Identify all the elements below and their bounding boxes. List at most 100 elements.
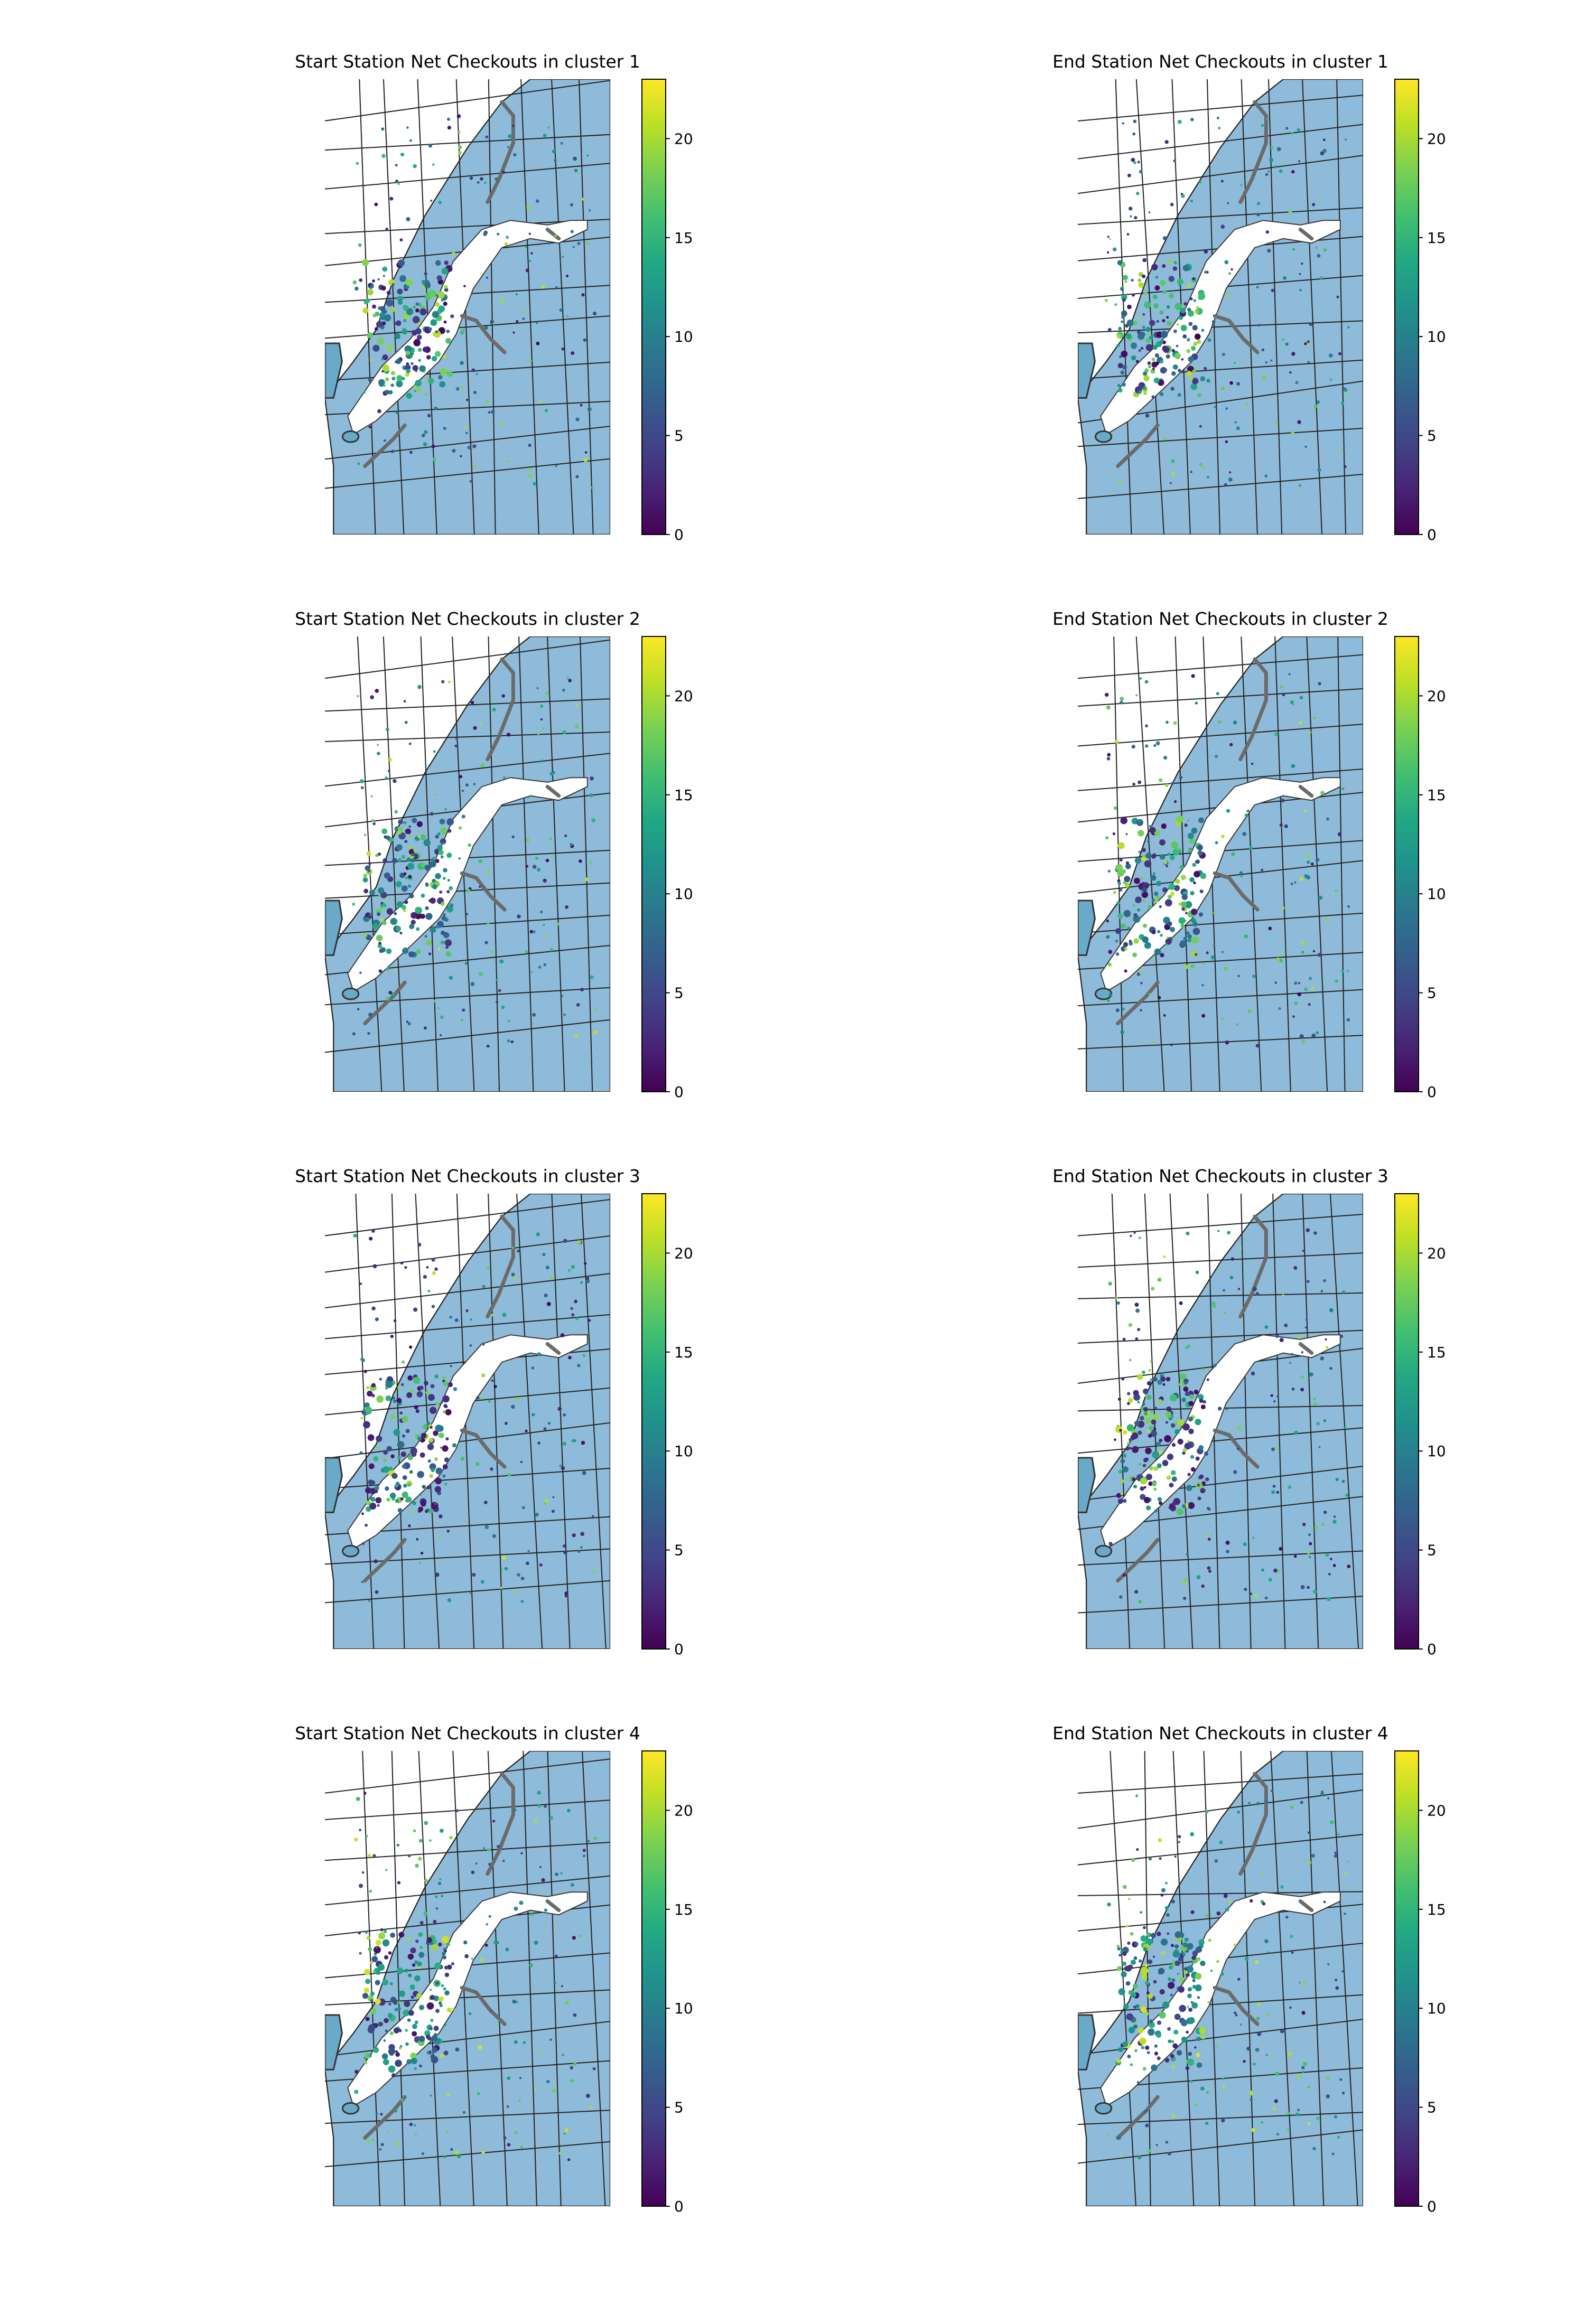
station-point — [502, 171, 505, 174]
station-point — [501, 1568, 504, 1571]
station-point — [1138, 278, 1142, 282]
station-point — [523, 160, 526, 163]
station-point — [1179, 2004, 1186, 2012]
station-point — [1166, 865, 1168, 868]
station-point — [435, 873, 441, 879]
station-point — [1170, 891, 1175, 896]
station-point — [1146, 1505, 1151, 1511]
station-point — [438, 1881, 442, 1885]
station-point — [1191, 918, 1196, 923]
station-point — [439, 381, 446, 388]
colorbar-tick-label: 5 — [674, 1542, 684, 1559]
station-point — [1222, 1017, 1225, 1020]
station-point — [516, 320, 519, 323]
station-point — [1311, 1033, 1316, 1038]
station-point — [1234, 421, 1237, 424]
station-point — [469, 1592, 472, 1595]
station-point — [1221, 2119, 1225, 2123]
station-point — [1139, 331, 1145, 338]
island — [1094, 430, 1113, 443]
station-point — [1335, 1986, 1339, 1990]
station-point — [384, 314, 391, 322]
station-point — [1116, 1301, 1120, 1305]
station-point — [1264, 1800, 1269, 1804]
station-point — [443, 427, 446, 430]
station-point — [1199, 181, 1202, 184]
station-point — [528, 259, 532, 263]
station-point — [1224, 260, 1229, 265]
boundary-line — [579, 79, 594, 535]
station-point — [1291, 352, 1295, 356]
station-point — [535, 856, 539, 860]
station-point — [377, 1971, 380, 1975]
station-point — [540, 760, 544, 763]
station-point — [413, 1829, 416, 1833]
station-point — [1153, 1487, 1157, 1491]
station-point — [534, 1941, 538, 1945]
station-point — [1244, 813, 1248, 818]
station-point — [1199, 463, 1202, 466]
station-point — [432, 163, 435, 166]
station-point — [356, 162, 359, 165]
station-point — [572, 246, 575, 248]
station-point — [368, 1479, 374, 1485]
station-point — [365, 865, 370, 871]
station-point — [406, 126, 409, 129]
boundary-line — [1078, 474, 1363, 499]
boundary-line — [391, 1194, 405, 1649]
station-point — [1163, 346, 1170, 353]
station-point — [1239, 1247, 1242, 1249]
station-point — [447, 126, 451, 130]
station-point — [1226, 1550, 1230, 1553]
station-point — [1144, 2110, 1147, 2113]
station-point — [1225, 1907, 1229, 1912]
station-point — [1126, 320, 1134, 326]
station-point — [405, 350, 411, 355]
station-point — [402, 1464, 407, 1469]
station-point — [1120, 1030, 1124, 1034]
station-point — [552, 149, 556, 154]
boundary-line — [1078, 320, 1363, 334]
station-point — [1169, 1417, 1172, 1421]
station-point — [1172, 1501, 1177, 1506]
station-point — [1237, 974, 1240, 977]
station-point — [359, 1451, 363, 1455]
station-point — [1127, 926, 1130, 930]
station-point — [543, 963, 547, 967]
station-point — [520, 2145, 524, 2149]
station-point — [1244, 1588, 1247, 1591]
station-point — [490, 697, 492, 699]
station-point — [413, 339, 421, 346]
panel-title: End Station Net Checkouts in cluster 3 — [1052, 1166, 1388, 1186]
station-point — [574, 1033, 579, 1037]
station-point — [1150, 1360, 1152, 1363]
station-point — [586, 154, 589, 157]
station-point — [503, 2136, 506, 2140]
station-point — [463, 1940, 468, 1945]
station-point — [1261, 868, 1264, 872]
station-point — [1158, 1501, 1163, 1505]
station-point — [435, 925, 440, 929]
station-point — [390, 1933, 395, 1938]
station-points — [1105, 673, 1350, 1048]
station-point — [562, 1441, 566, 1446]
station-point — [1169, 1483, 1174, 1488]
station-point — [1181, 194, 1185, 198]
station-point — [1265, 2054, 1269, 2057]
station-point — [1229, 1276, 1234, 1280]
station-point — [1265, 361, 1267, 364]
station-point — [460, 1019, 463, 1022]
station-point — [395, 320, 402, 326]
station-point — [490, 2009, 493, 2012]
station-point — [442, 1936, 450, 1944]
station-point — [1181, 358, 1184, 361]
station-point — [1234, 1943, 1237, 1947]
colorbar-tick-label: 15 — [674, 786, 693, 804]
station-point — [1204, 367, 1207, 370]
station-point — [1275, 420, 1279, 424]
station-point — [1347, 1564, 1351, 1568]
station-point — [579, 859, 582, 863]
boundary-line — [325, 1314, 610, 1339]
